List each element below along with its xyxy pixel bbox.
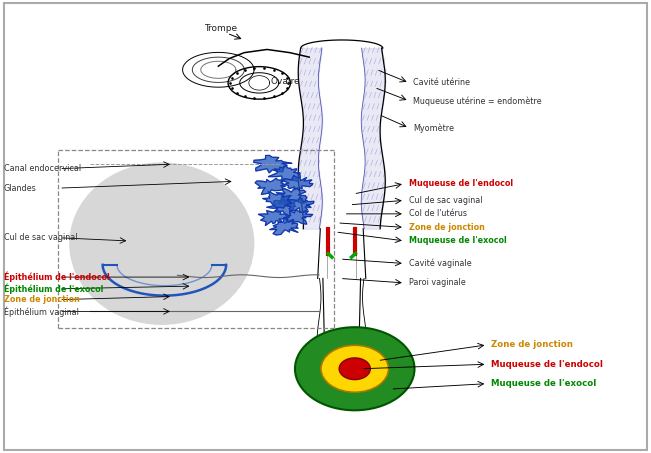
Text: Muqueuse de l'endocol: Muqueuse de l'endocol [491, 360, 603, 369]
Text: Canal endocervical: Canal endocervical [4, 164, 81, 173]
Text: Cavité vaginale: Cavité vaginale [409, 259, 471, 268]
Polygon shape [267, 196, 296, 216]
Polygon shape [284, 210, 313, 224]
Text: Cul de sac vaginal: Cul de sac vaginal [409, 196, 482, 205]
Text: Col de l'utérus: Col de l'utérus [409, 209, 467, 218]
Circle shape [339, 358, 370, 380]
Text: Ovaire: Ovaire [270, 77, 300, 87]
Polygon shape [268, 165, 300, 183]
Polygon shape [254, 155, 292, 173]
Text: Épithélium vaginal: Épithélium vaginal [4, 306, 79, 317]
Text: Cavité utérine: Cavité utérine [413, 78, 470, 87]
Polygon shape [282, 175, 313, 190]
Text: Trompe: Trompe [204, 24, 237, 33]
Polygon shape [258, 211, 288, 226]
Text: Muqueuse de l'exocol: Muqueuse de l'exocol [409, 236, 506, 246]
Polygon shape [255, 178, 286, 194]
Circle shape [295, 327, 415, 410]
Ellipse shape [69, 162, 255, 325]
Text: Muqueuse utérine = endomètre: Muqueuse utérine = endomètre [413, 96, 542, 106]
Text: Glandes: Glandes [4, 183, 36, 193]
FancyBboxPatch shape [4, 3, 647, 450]
Text: Paroi vaginale: Paroi vaginale [409, 279, 465, 288]
Text: Épithélium de l'exocol: Épithélium de l'exocol [4, 284, 104, 294]
Polygon shape [262, 191, 291, 208]
Text: Muqueuse de l'exocol: Muqueuse de l'exocol [491, 379, 596, 388]
Text: Zone de jonction: Zone de jonction [491, 340, 573, 349]
Polygon shape [286, 198, 314, 212]
Text: Épithélium de l'endocol: Épithélium de l'endocol [4, 272, 109, 282]
Circle shape [321, 345, 389, 392]
Text: Zone de jonction: Zone de jonction [409, 223, 484, 232]
Text: Zone de jonction: Zone de jonction [4, 295, 80, 304]
Polygon shape [270, 218, 298, 235]
Polygon shape [276, 188, 307, 206]
Text: Myomètre: Myomètre [413, 123, 454, 133]
Text: Cul de sac vaginal: Cul de sac vaginal [4, 233, 77, 242]
Text: Muqueuse de l'endocol: Muqueuse de l'endocol [409, 179, 513, 188]
